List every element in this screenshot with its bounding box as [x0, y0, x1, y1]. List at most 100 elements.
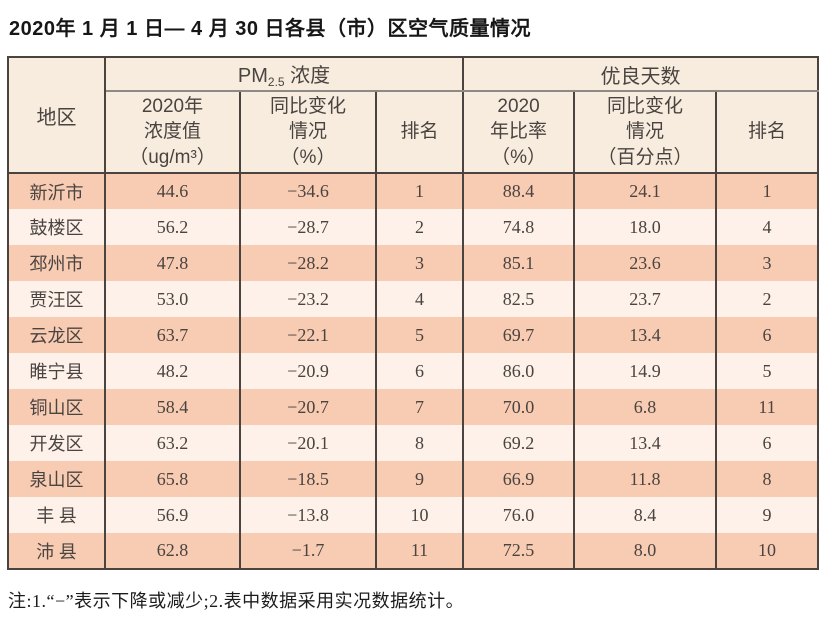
- cell-ratio-change: 23.7: [573, 281, 718, 317]
- cell-ratio-rank: 1: [715, 173, 820, 209]
- cell-ratio-rank: 6: [715, 317, 820, 353]
- cell-pm25-value: 56.2: [104, 209, 241, 245]
- cell-ratio-value: 66.9: [462, 461, 576, 497]
- cell-ratio-rank: 3: [715, 245, 820, 281]
- cell-pm25-change: −22.1: [239, 317, 377, 353]
- cell-pm25-change: −20.7: [239, 389, 377, 425]
- cell-region: 丰 县: [7, 497, 106, 533]
- cell-ratio-change: 18.0: [573, 209, 718, 245]
- table-row: 沛 县 62.8 −1.7 11 72.5 8.0 10: [7, 533, 820, 569]
- table-row: 邳州市 47.8 −28.2 3 85.1 23.6 3: [7, 245, 820, 281]
- cell-ratio-rank: 6: [715, 425, 820, 461]
- cell-pm25-rank: 3: [374, 245, 465, 281]
- cell-region: 沛 县: [7, 533, 106, 569]
- header-ratio-rank: 排名: [715, 91, 820, 174]
- table-row: 新沂市 44.6 −34.6 1 88.4 24.1 1: [7, 173, 820, 209]
- cell-ratio-value: 69.7: [462, 317, 576, 353]
- header-group-good-days: 优良天数: [462, 57, 820, 92]
- cell-ratio-value: 88.4: [462, 173, 576, 209]
- table-body: 新沂市 44.6 −34.6 1 88.4 24.1 1 鼓楼区 56.2 −2…: [7, 173, 820, 569]
- cell-ratio-value: 70.0: [462, 389, 576, 425]
- cell-pm25-rank: 7: [374, 389, 465, 425]
- cell-pm25-change: −28.2: [239, 245, 377, 281]
- table-row: 云龙区 63.7 −22.1 5 69.7 13.4 6: [7, 317, 820, 353]
- cell-ratio-change: 8.4: [573, 497, 718, 533]
- cell-pm25-rank: 5: [374, 317, 465, 353]
- pm25-subscript: 2.5: [267, 75, 285, 89]
- cell-region: 新沂市: [7, 173, 106, 209]
- footnote: 注:1.“−”表示下降或减少;2.表中数据采用实况数据统计。: [8, 591, 465, 611]
- cell-ratio-value: 82.5: [462, 281, 576, 317]
- cell-region: 铜山区: [7, 389, 106, 425]
- cell-region: 开发区: [7, 425, 106, 461]
- cell-ratio-change: 24.1: [573, 173, 718, 209]
- cell-pm25-value: 63.7: [104, 317, 241, 353]
- cell-region: 鼓楼区: [7, 209, 106, 245]
- cell-pm25-value: 56.9: [104, 497, 241, 533]
- cell-pm25-change: −18.5: [239, 461, 377, 497]
- page-title: 2020年 1 月 1 日— 4 月 30 日各县（市）区空气质量情况: [9, 18, 532, 40]
- table-row: 睢宁县 48.2 −20.9 6 86.0 14.9 5: [7, 353, 820, 389]
- cell-pm25-value: 48.2: [104, 353, 241, 389]
- cell-pm25-value: 53.0: [104, 281, 241, 317]
- header-region: 地区: [7, 57, 106, 174]
- sub-header-row: 2020年 浓度值 （ug/m³） 同比变化 情况 （%） 排名 2020 年比…: [8, 91, 820, 174]
- cell-ratio-change: 13.4: [573, 317, 718, 353]
- cell-ratio-rank: 11: [715, 389, 820, 425]
- cell-ratio-value: 74.8: [462, 209, 576, 245]
- cell-pm25-value: 44.6: [104, 173, 241, 209]
- header-group-pm25: PM2.5 浓度: [103, 57, 465, 92]
- cell-ratio-rank: 9: [715, 497, 820, 533]
- air-quality-table: 地区 PM2.5 浓度 优良天数 2020年 浓度值 （ug/m³） 同比变化 …: [7, 56, 820, 570]
- table-row: 泉山区 65.8 −18.5 9 66.9 11.8 8: [7, 461, 820, 497]
- pm25-prefix: PM: [237, 65, 268, 87]
- table-row: 鼓楼区 56.2 −28.7 2 74.8 18.0 4: [7, 209, 820, 245]
- cell-region: 邳州市: [7, 245, 106, 281]
- cell-pm25-value: 65.8: [104, 461, 241, 497]
- table-row: 贾汪区 53.0 −23.2 4 82.5 23.7 2: [7, 281, 820, 317]
- cell-pm25-rank: 9: [374, 461, 465, 497]
- cell-pm25-change: −20.9: [239, 353, 377, 389]
- cell-pm25-value: 63.2: [104, 425, 241, 461]
- table-header: 地区 PM2.5 浓度 优良天数 2020年 浓度值 （ug/m³） 同比变化 …: [7, 57, 820, 174]
- cell-region: 泉山区: [7, 461, 106, 497]
- header-ratio-value: 2020 年比率 （%）: [462, 91, 576, 174]
- cell-ratio-change: 13.4: [573, 425, 718, 461]
- cell-pm25-change: −23.2: [239, 281, 377, 317]
- cell-ratio-change: 8.0: [573, 533, 718, 569]
- cell-region: 贾汪区: [7, 281, 106, 317]
- cell-ratio-value: 76.0: [462, 497, 576, 533]
- cell-ratio-value: 85.1: [462, 245, 576, 281]
- table-row: 铜山区 58.4 −20.7 7 70.0 6.8 11: [7, 389, 820, 425]
- cell-pm25-change: −13.8: [239, 497, 377, 533]
- cell-pm25-value: 58.4: [104, 389, 241, 425]
- cell-ratio-rank: 4: [715, 209, 820, 245]
- cell-region: 睢宁县: [7, 353, 106, 389]
- cell-ratio-change: 23.6: [573, 245, 718, 281]
- cell-pm25-change: −34.6: [239, 173, 377, 209]
- cell-pm25-rank: 6: [374, 353, 465, 389]
- cell-pm25-change: −28.7: [239, 209, 377, 245]
- cell-pm25-change: −20.1: [239, 425, 377, 461]
- cell-pm25-rank: 1: [374, 173, 465, 209]
- cell-ratio-rank: 8: [715, 461, 820, 497]
- cell-ratio-rank: 10: [715, 533, 820, 569]
- cell-pm25-rank: 4: [374, 281, 465, 317]
- group-header-row: 地区 PM2.5 浓度 优良天数: [7, 57, 820, 174]
- table-row: 丰 县 56.9 −13.8 10 76.0 8.4 9: [7, 497, 820, 533]
- cell-pm25-rank: 8: [374, 425, 465, 461]
- cell-pm25-rank: 2: [374, 209, 465, 245]
- cell-ratio-change: 14.9: [573, 353, 718, 389]
- cell-ratio-rank: 2: [715, 281, 820, 317]
- cell-ratio-value: 69.2: [462, 425, 576, 461]
- cell-pm25-value: 47.8: [104, 245, 241, 281]
- header-pm25-value: 2020年 浓度值 （ug/m³）: [104, 91, 241, 174]
- cell-pm25-rank: 10: [374, 497, 465, 533]
- cell-ratio-change: 11.8: [573, 461, 718, 497]
- header-pm25-rank: 排名: [374, 91, 465, 174]
- header-ratio-change: 同比变化 情况 （百分点）: [573, 91, 718, 174]
- table-row: 开发区 63.2 −20.1 8 69.2 13.4 6: [7, 425, 820, 461]
- cell-ratio-value: 72.5: [462, 533, 576, 569]
- cell-ratio-change: 6.8: [573, 389, 718, 425]
